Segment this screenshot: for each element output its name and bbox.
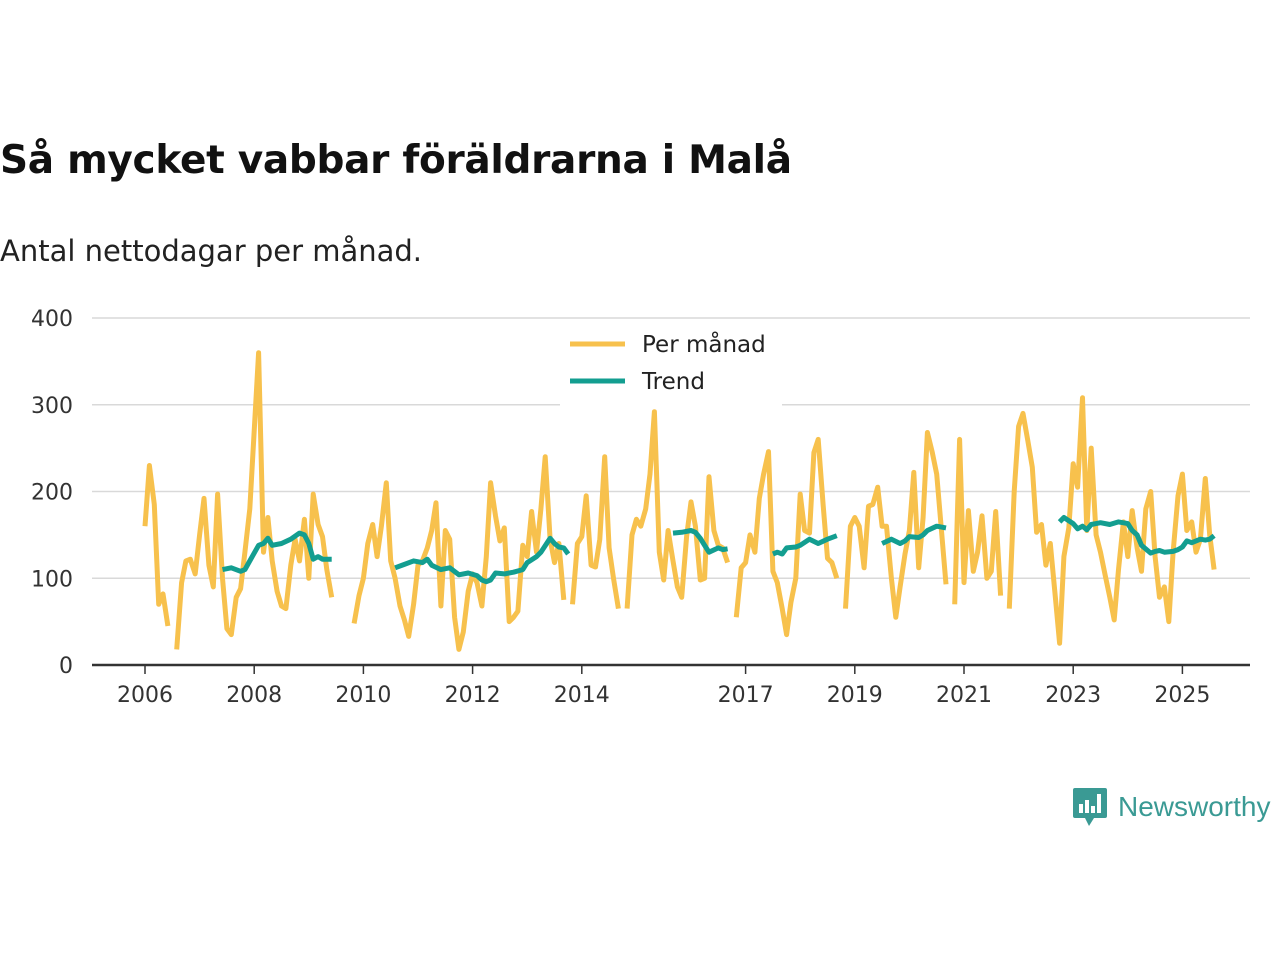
series-layer — [142, 350, 1217, 652]
series-trend — [221, 515, 1216, 585]
x-axis-tick-labels: 2006 2008 2010 2012 2014 2017 2019 2021 2023 2025 — [117, 665, 1210, 708]
trend-line-segment — [672, 528, 729, 555]
x-tick-label: 2010 — [335, 683, 391, 708]
newsworthy-brand[interactable]: Newsworthy — [1072, 786, 1270, 828]
legend-background — [560, 322, 782, 406]
y-tick-label: 100 — [31, 567, 73, 592]
y-axis-tick-labels: 0 100 200 300 400 — [31, 307, 73, 679]
per-manad-line-segment — [174, 350, 335, 650]
per-manad-line-segment — [570, 454, 621, 609]
per-manad-line-segment — [952, 436, 1004, 605]
brand-name: Newsworthy — [1118, 791, 1271, 822]
y-tick-label: 300 — [31, 394, 73, 419]
x-tick-label: 2006 — [117, 683, 173, 708]
per-manad-line-segment — [624, 409, 730, 609]
per-manad-line-segment — [351, 454, 567, 652]
legend-label-trend: Trend — [641, 369, 705, 395]
trend-line-segment — [221, 530, 332, 574]
trend-line-segment — [1057, 515, 1216, 556]
x-tick-label: 2021 — [936, 683, 992, 708]
y-tick-label: 0 — [59, 654, 73, 679]
legend-label-per-manad: Per månad — [642, 330, 766, 358]
series-per-manad — [142, 350, 1217, 652]
newsworthy-logo-icon — [1073, 788, 1107, 826]
x-tick-label: 2025 — [1154, 683, 1210, 708]
chart-subtitle: Antal nettodagar per månad. — [0, 234, 423, 268]
y-tick-label: 400 — [31, 307, 73, 332]
per-manad-line-segment — [142, 463, 171, 627]
x-tick-label: 2012 — [445, 683, 501, 708]
per-manad-line-segment — [1006, 395, 1217, 646]
per-manad-line-segment — [843, 430, 949, 620]
x-tick-label: 2019 — [827, 683, 883, 708]
legend: Per månad Trend — [560, 322, 782, 406]
per-manad-line-segment — [733, 436, 840, 638]
y-tick-label: 200 — [31, 481, 73, 506]
chart-title: Så mycket vabbar föräldrarna i Malå — [0, 138, 792, 183]
x-tick-label: 2014 — [554, 683, 610, 708]
trend-line-segment — [881, 523, 947, 546]
x-tick-label: 2008 — [226, 683, 282, 708]
x-tick-label: 2023 — [1045, 683, 1101, 708]
trend-line-segment — [394, 535, 571, 585]
x-tick-label: 2017 — [718, 683, 774, 708]
trend-line-segment — [771, 533, 838, 557]
